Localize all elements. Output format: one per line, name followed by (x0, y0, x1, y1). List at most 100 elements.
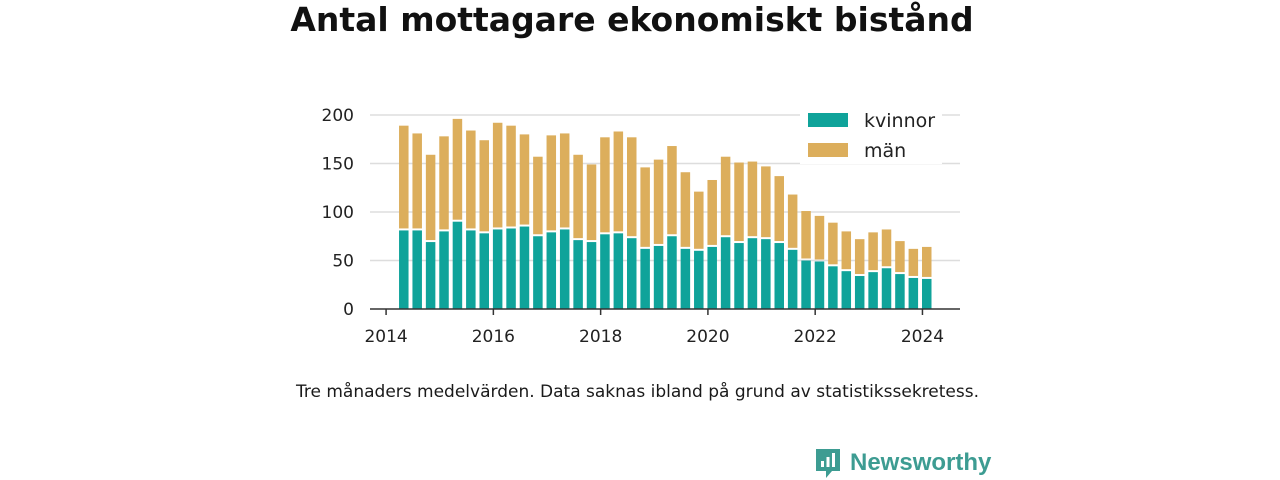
bar-kvinnor (546, 232, 557, 309)
bar-man (854, 239, 865, 275)
brand-name: Newsworthy (850, 449, 992, 476)
bar-man (559, 133, 570, 228)
bar-man (801, 211, 811, 259)
bar-man (492, 122, 503, 228)
bar-kvinnor (694, 250, 704, 309)
bar-kvinnor (479, 233, 489, 309)
y-tick-label: 200 (322, 106, 354, 126)
bar-man (787, 194, 798, 248)
bar-man (640, 167, 650, 247)
bar-kvinnor (868, 272, 878, 309)
bar-man (694, 191, 704, 249)
bar-kvinnor (533, 236, 543, 309)
bar-kvinnor (399, 230, 409, 309)
bar-kvinnor (559, 229, 570, 309)
bar-kvinnor (720, 237, 731, 309)
legend: kvinnor män (800, 104, 942, 164)
bar-man (506, 125, 516, 227)
y-tick-label: 0 (343, 300, 354, 320)
bar-kvinnor (452, 221, 463, 309)
bar-kvinnor (492, 229, 503, 309)
bar-man (868, 232, 878, 271)
bar-man (399, 125, 409, 229)
bar-man (425, 154, 436, 241)
bar-kvinnor (573, 240, 583, 309)
brand-logo[interactable]: Newsworthy (814, 446, 991, 480)
bar-kvinnor (600, 234, 610, 309)
newsworthy-logo-icon (816, 449, 840, 478)
bar-kvinnor (412, 230, 422, 309)
bar-man (680, 172, 691, 247)
bar-man (546, 135, 557, 231)
bar-man (586, 164, 597, 241)
bar-man (439, 136, 449, 230)
bar-man (519, 134, 530, 225)
bar-kvinnor (506, 228, 516, 309)
bar-man (734, 162, 744, 242)
bar-man (921, 246, 932, 277)
bar-kvinnor (707, 246, 717, 309)
bar-man (841, 231, 852, 270)
bar-man (626, 137, 637, 237)
bar-kvinnor (828, 266, 838, 309)
bar-man (761, 166, 771, 238)
bar-kvinnor (895, 274, 905, 309)
bar-kvinnor (653, 245, 664, 309)
bar-kvinnor (667, 236, 677, 309)
bar-kvinnor (841, 271, 852, 309)
bar-man (533, 156, 543, 235)
y-tick-label: 50 (332, 252, 354, 272)
chart-title: Antal mottagare ekonomiskt bistånd (290, 0, 974, 39)
bar-man (828, 222, 838, 265)
bar-kvinnor (814, 261, 825, 309)
bar-man (479, 140, 489, 232)
bar-man (814, 215, 825, 260)
bar-kvinnor (425, 242, 436, 309)
axes: 0 50 100 150 200 2014 2016 2018 2020 2022 2024 (322, 106, 960, 347)
x-tick-label: 2016 (472, 327, 515, 347)
x-tick-label: 2020 (686, 327, 729, 347)
bar-man (412, 133, 422, 229)
bar-kvinnor (680, 248, 691, 309)
bar-kvinnor (586, 242, 597, 309)
bar-kvinnor (613, 233, 624, 309)
bar-kvinnor (854, 276, 865, 309)
bar-kvinnor (761, 239, 771, 309)
chart-note: Tre månaders medelvärden. Data saknas ib… (296, 382, 979, 402)
legend-swatch (808, 143, 848, 157)
bar-man (600, 137, 610, 233)
bar-man (466, 130, 476, 229)
y-tick-label: 100 (322, 203, 354, 223)
x-tick-label: 2022 (794, 327, 837, 347)
bar-man (720, 156, 731, 236)
bar-kvinnor (439, 231, 449, 309)
bar-kvinnor (626, 238, 637, 309)
bar-kvinnor (734, 243, 744, 309)
y-tick-label: 150 (322, 155, 354, 175)
bar-man (452, 118, 463, 220)
x-tick-label: 2024 (901, 327, 944, 347)
bar-kvinnor (466, 230, 476, 309)
bar-kvinnor (640, 248, 650, 309)
bar-man (895, 241, 905, 273)
x-tick-label: 2014 (364, 327, 407, 347)
bar-man (653, 159, 664, 244)
bar-kvinnor (881, 268, 892, 309)
bar-man (908, 248, 919, 276)
bar-kvinnor (908, 277, 919, 309)
bars (399, 118, 932, 309)
legend-label: män (864, 140, 906, 162)
bar-man (613, 131, 624, 232)
bar-man (667, 146, 677, 235)
bar-man (573, 154, 583, 239)
x-tick-label: 2018 (579, 327, 622, 347)
bar-kvinnor (747, 238, 758, 309)
bar-kvinnor (519, 226, 530, 309)
bar-man (747, 161, 758, 237)
stacked-bar-chart: 0 50 100 150 200 2014 2016 2018 2020 2022 2024 kvi… (322, 104, 960, 347)
legend-swatch (808, 113, 848, 127)
bar-man (707, 179, 717, 245)
bar-man (774, 176, 784, 242)
bar-man (881, 229, 892, 267)
bar-kvinnor (774, 243, 784, 309)
